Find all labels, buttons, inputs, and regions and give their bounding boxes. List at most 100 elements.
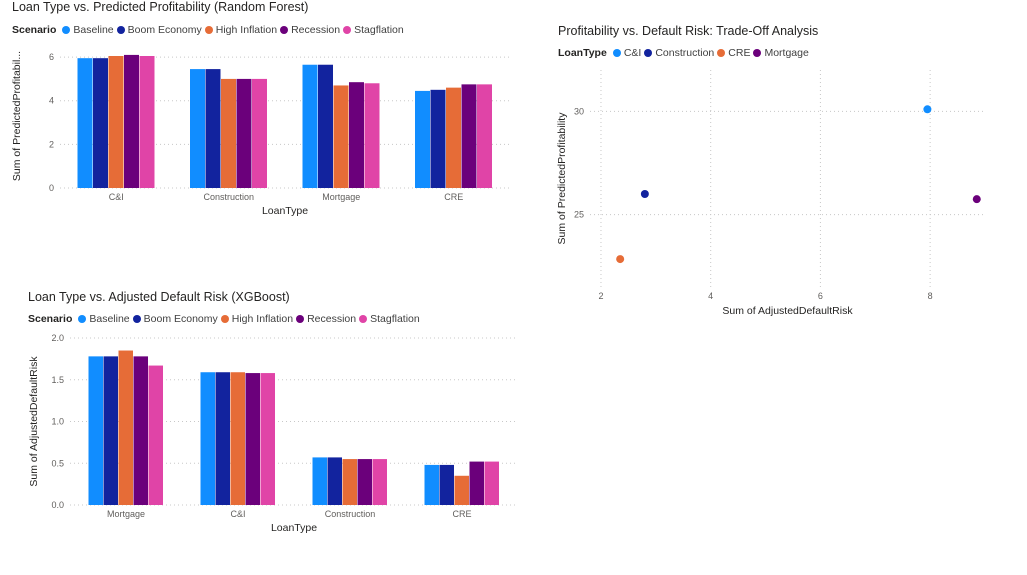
legend-dot-icon	[343, 26, 352, 34]
chart2-legend-label: Baseline	[89, 313, 130, 325]
chart1-ytick-label: 4	[49, 96, 54, 106]
chart3-legend-item-cre[interactable]: CRE	[717, 47, 750, 59]
chart1-bar-candi-boom-economy[interactable]	[93, 58, 108, 188]
chart1-legend-item-stagflation[interactable]: Stagflation	[343, 24, 404, 36]
legend-dot-icon	[359, 315, 368, 323]
chart2-legend-item-baseline[interactable]: Baseline	[78, 313, 130, 325]
chart1-bar-mortgage-recession[interactable]	[349, 82, 364, 188]
chart1-legend: Scenario Baseline Boom Economy High Inflat…	[12, 24, 407, 36]
chart2-legend-item-boom-economy[interactable]: Boom Economy	[132, 313, 218, 325]
chart3-legend-item-candi[interactable]: C&I	[612, 47, 641, 59]
chart2-bar-mortgage-boom-economy[interactable]	[103, 356, 119, 505]
chart1-bar-cre-boom-economy[interactable]	[430, 89, 446, 188]
chart3-ytick-label: 25	[574, 210, 584, 220]
legend-dot-icon	[753, 49, 762, 57]
chart2-legend-item-stagflation[interactable]: Stagflation	[359, 313, 420, 325]
chart3-legend-label: CRE	[728, 47, 751, 59]
chart2-legend-label: High Inflation	[231, 313, 294, 325]
chart2-bar-construction-recession[interactable]	[357, 459, 373, 505]
chart1-bar-candi-recession[interactable]	[124, 54, 139, 189]
chart2-xtick-label: Construction	[325, 509, 376, 519]
chart1-ytick-label: 6	[49, 52, 54, 62]
chart1-bar-candi-baseline[interactable]	[77, 58, 93, 188]
chart2-bar-construction-stagflation[interactable]	[372, 459, 388, 505]
chart2-bar-candi-recession[interactable]	[245, 373, 261, 505]
legend-dot-icon	[612, 49, 621, 57]
chart2-ytick-label: 0.0	[51, 500, 64, 510]
chart3-point-cre[interactable]	[616, 255, 625, 264]
chart2-ytick-label: 0.5	[51, 458, 64, 468]
chart2-bar-construction-high-inflation[interactable]	[342, 459, 358, 505]
chart1-bar-mortgage-high-inflation[interactable]	[333, 85, 349, 188]
chart1-bar-construction-boom-economy[interactable]	[205, 69, 221, 188]
chart1-bar-cre-stagflation[interactable]	[477, 84, 492, 188]
chart2-bar-candi-baseline[interactable]	[200, 372, 216, 505]
legend-dot-icon	[280, 26, 289, 34]
chart2-bar-cre-recession[interactable]	[469, 461, 485, 505]
chart1-legend-item-boom-economy[interactable]: Boom Economy	[116, 24, 202, 36]
chart1-bar-mortgage-stagflation[interactable]	[364, 83, 380, 188]
chart1-bar-candi-high-inflation[interactable]	[108, 56, 124, 188]
chart3-legend-label: Mortgage	[764, 47, 809, 59]
chart2-legend-item-high-inflation[interactable]: High Inflation	[220, 313, 294, 325]
chart2-bar-cre-high-inflation[interactable]	[454, 475, 470, 505]
chart1-bar-mortgage-baseline[interactable]	[302, 64, 318, 188]
chart2-title: Loan Type vs. Adjusted Default Risk (XGB…	[28, 290, 290, 304]
chart1-xtick-label: C&I	[109, 192, 124, 202]
chart3-point-mortgage[interactable]	[972, 195, 981, 204]
chart1-legend-label: Recession	[291, 24, 341, 36]
chart3-legend-item-mortgage[interactable]: Mortgage	[753, 47, 809, 59]
chart1-bar-cre-high-inflation[interactable]	[446, 87, 461, 188]
chart3-legend-item-construction[interactable]: Construction	[644, 47, 714, 59]
chart1-ytick-label: 0	[49, 183, 54, 193]
chart2-bar-candi-high-inflation[interactable]	[230, 372, 246, 505]
chart1-legend-title: Scenario	[12, 24, 57, 36]
chart2-x-axis-title: LoanType	[271, 522, 317, 534]
chart1-ytick-label: 2	[49, 139, 54, 149]
chart2-bar-candi-boom-economy[interactable]	[215, 372, 231, 505]
chart2-bar-mortgage-stagflation[interactable]	[148, 365, 164, 505]
chart1-legend-label: High Inflation	[215, 24, 278, 36]
chart1-legend-label: Baseline	[73, 24, 114, 36]
chart3-point-candi[interactable]	[923, 105, 932, 114]
chart1-bar-construction-baseline[interactable]	[190, 69, 205, 188]
chart2-bar-mortgage-high-inflation[interactable]	[118, 350, 134, 505]
chart2-legend-label: Recession	[307, 313, 357, 325]
chart1-bar-cre-baseline[interactable]	[415, 90, 430, 188]
chart3-point-construction[interactable]	[640, 190, 649, 198]
chart2-ytick-label: 1.0	[51, 417, 64, 427]
chart2-xtick-label: CRE	[452, 509, 471, 519]
chart2-ytick-label: 1.5	[51, 375, 64, 385]
chart3-y-axis-title: Sum of PredictedProfitability	[556, 112, 568, 245]
chart2-bar-cre-baseline[interactable]	[424, 464, 440, 505]
chart2-bar-construction-boom-economy[interactable]	[327, 457, 343, 505]
chart2-bar-cre-stagflation[interactable]	[484, 461, 500, 505]
chart2-bar-mortgage-recession[interactable]	[133, 356, 149, 505]
chart1-bar-candi-stagflation[interactable]	[139, 56, 155, 188]
chart1-bar-cre-recession[interactable]	[461, 84, 477, 188]
chart2-bar-candi-stagflation[interactable]	[260, 373, 276, 505]
chart3-xtick-label: 6	[818, 291, 823, 301]
chart1-legend-label: Boom Economy	[127, 24, 202, 36]
chart1-y-axis-title: Sum of PredictedProfitabil...	[11, 51, 23, 181]
chart1-legend-item-recession[interactable]: Recession	[280, 24, 340, 36]
legend-dot-icon	[132, 315, 141, 323]
profitability-bar-chart: 0 2 4 6 C&I Construction Mortgage CRE LoanType Su…	[11, 51, 510, 217]
chart2-bar-mortgage-baseline[interactable]	[88, 356, 104, 505]
chart3-xtick-label: 2	[598, 291, 603, 301]
chart1-legend-item-high-inflation[interactable]: High Inflation	[204, 24, 278, 36]
chart3-xtick-label: 4	[708, 291, 713, 301]
legend-dot-icon	[220, 315, 229, 323]
chart1-bar-construction-recession[interactable]	[236, 78, 252, 188]
chart1-bar-mortgage-boom-economy[interactable]	[318, 64, 333, 188]
chart3-x-axis-title: Sum of AdjustedDefaultRisk	[722, 305, 853, 317]
chart2-bar-cre-boom-economy[interactable]	[439, 464, 455, 505]
chart1-bar-construction-high-inflation[interactable]	[221, 78, 236, 188]
chart1-bar-construction-stagflation[interactable]	[252, 78, 267, 188]
chart1-legend-item-baseline[interactable]: Baseline	[62, 24, 114, 36]
chart2-bar-construction-baseline[interactable]	[312, 457, 328, 505]
chart2-legend-item-recession[interactable]: Recession	[296, 313, 356, 325]
legend-dot-icon	[717, 49, 726, 57]
chart1-legend-label: Stagflation	[354, 24, 404, 36]
chart3-legend: LoanType C&I Construction CRE Mortgage	[558, 47, 812, 59]
